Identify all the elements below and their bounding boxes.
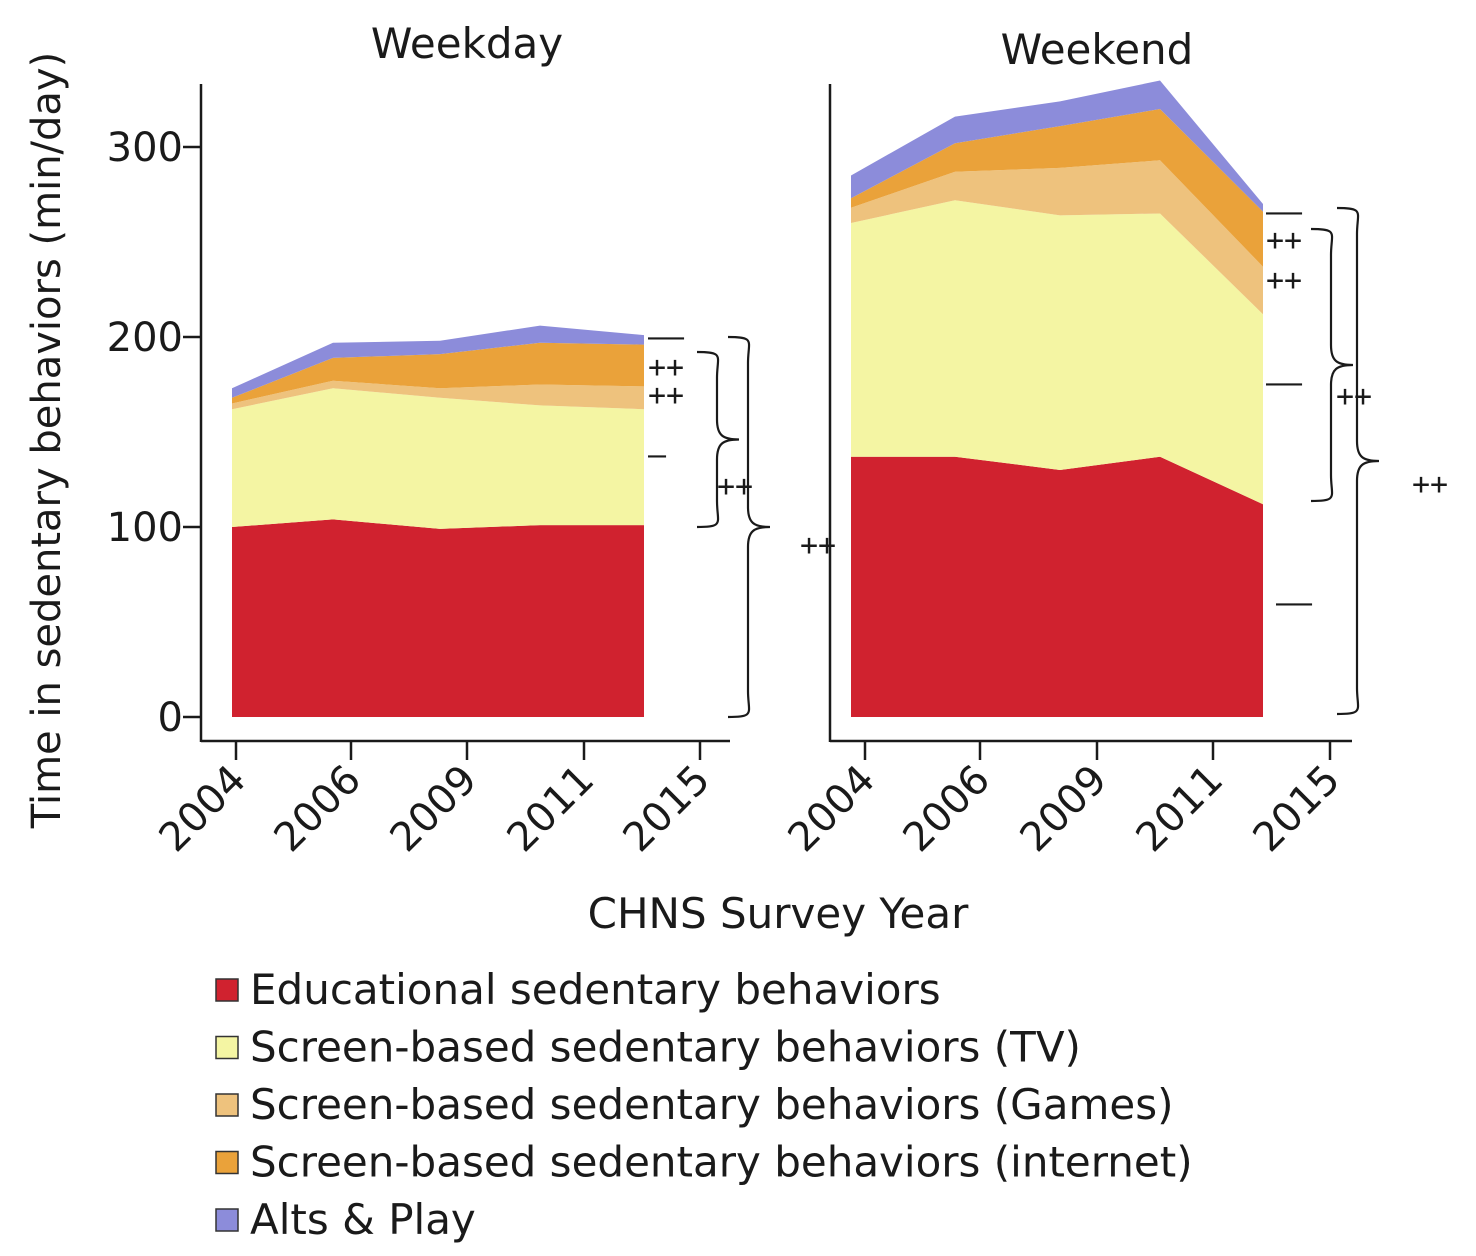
bracket-significance-mark: ++ bbox=[1412, 467, 1448, 502]
area-educational-sedentary-behaviors bbox=[232, 519, 644, 717]
panel-title: Weekday bbox=[371, 19, 563, 68]
area-screen-based-sedentary-behaviors-games bbox=[851, 160, 1263, 315]
x-tick-label: 2015 bbox=[1245, 757, 1350, 862]
y-tick-label: 0 bbox=[158, 695, 183, 741]
x-tick-label: 2006 bbox=[895, 757, 1000, 862]
legend-label: Screen-based sedentary behaviors (intern… bbox=[250, 1138, 1193, 1187]
legend-item: Alts & Play bbox=[215, 1195, 476, 1244]
significance-mark: —— bbox=[648, 320, 685, 355]
bracket bbox=[696, 350, 740, 529]
area-screen-based-sedentary-behaviors-games bbox=[232, 380, 644, 410]
legend-label: Screen-based sedentary behaviors (Games) bbox=[250, 1080, 1173, 1129]
x-tick-label: 2011 bbox=[499, 757, 604, 862]
significance-mark: ++ bbox=[648, 378, 684, 413]
legend-label: Screen-based sedentary behaviors (TV) bbox=[250, 1023, 1081, 1072]
x-tick-label: 2009 bbox=[1012, 757, 1117, 862]
bracket bbox=[1310, 227, 1354, 503]
legend-swatch bbox=[215, 1093, 239, 1117]
legend-swatch bbox=[215, 1035, 239, 1060]
x-tick-label: 2004 bbox=[151, 757, 256, 862]
significance-mark: — bbox=[648, 438, 667, 473]
legend-swatch bbox=[215, 978, 239, 1002]
significance-mark: ++ bbox=[1266, 223, 1302, 258]
y-axis-title: Time in sedentary behaviors (min/day) bbox=[24, 52, 70, 829]
area-educational-sedentary-behaviors bbox=[851, 456, 1263, 717]
legend-label: Alts & Play bbox=[250, 1195, 476, 1244]
bracket bbox=[1336, 206, 1380, 716]
x-tick-label: 2009 bbox=[382, 757, 487, 862]
legend-item: Screen-based sedentary behaviors (TV) bbox=[215, 1023, 1081, 1072]
y-tick-label: 100 bbox=[107, 505, 183, 551]
area-alts-play bbox=[232, 325, 644, 398]
area-screen-based-sedentary-behaviors-tv bbox=[232, 388, 644, 529]
x-tick-label: 2004 bbox=[780, 757, 885, 862]
significance-mark: —— bbox=[1266, 366, 1303, 401]
significance-mark: —— bbox=[1276, 586, 1313, 621]
significance-mark: —— bbox=[1266, 195, 1303, 230]
panel-title: Weekend bbox=[1001, 25, 1194, 74]
area-screen-based-sedentary-behaviors-internet bbox=[232, 342, 644, 404]
x-tick-label: 2006 bbox=[266, 757, 371, 862]
legend-swatch bbox=[215, 1150, 239, 1175]
significance-mark: ++ bbox=[1266, 263, 1302, 298]
legend-label: Educational sedentary behaviors bbox=[250, 965, 941, 1014]
legend: Educational sedentary behaviors Screen-ba… bbox=[215, 965, 1193, 1244]
area-screen-based-sedentary-behaviors-internet bbox=[851, 109, 1263, 267]
y-tick-label: 200 bbox=[107, 315, 183, 361]
bracket-significance-mark: ++ bbox=[1336, 379, 1372, 414]
y-tick-label: 300 bbox=[107, 125, 183, 171]
bracket bbox=[727, 335, 771, 719]
legend-swatch bbox=[215, 1208, 239, 1232]
x-tick-label: 2015 bbox=[615, 757, 720, 862]
legend-item: Screen-based sedentary behaviors (intern… bbox=[215, 1138, 1193, 1187]
legend-item: Educational sedentary behaviors bbox=[215, 965, 941, 1014]
area-alts-play bbox=[851, 80, 1263, 212]
x-tick-label: 2011 bbox=[1128, 757, 1233, 862]
x-axis-title: CHNS Survey Year bbox=[588, 889, 969, 938]
significance-mark: ++ bbox=[648, 350, 684, 385]
area-screen-based-sedentary-behaviors-tv bbox=[851, 200, 1263, 505]
legend-item: Screen-based sedentary behaviors (Games) bbox=[215, 1080, 1173, 1129]
